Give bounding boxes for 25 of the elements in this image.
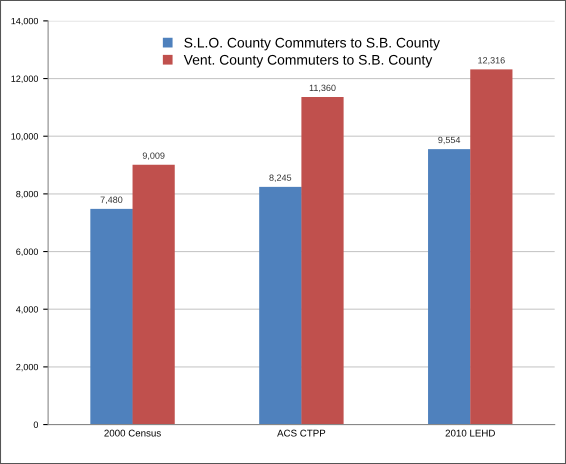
text: 8,245 xyxy=(269,174,292,182)
bar xyxy=(259,186,302,425)
x-tick-label: 2000 Census xyxy=(104,430,161,437)
y-tick-label: 4,000 xyxy=(16,306,38,314)
text: 11,360 xyxy=(310,84,336,92)
y-tick-label: 8,000 xyxy=(16,190,38,198)
text: 9,554 xyxy=(438,136,460,144)
y-tick-label: 2,000 xyxy=(16,364,38,372)
text: 9,009 xyxy=(142,152,165,160)
legend-label: Vent. County Commuters to S.B. County xyxy=(184,54,432,68)
text: 7,480 xyxy=(100,196,122,204)
y-tick-label: 0 xyxy=(34,422,38,428)
bar xyxy=(470,69,512,425)
x-tick-label: 2010 LEHD xyxy=(446,430,495,437)
y-tick-label: 6,000 xyxy=(16,248,38,256)
y-tick-label: 10,000 xyxy=(11,133,38,141)
y-tick-label: 14,000 xyxy=(11,18,38,26)
bar xyxy=(90,208,133,425)
x-tick-label: ACS CTPP xyxy=(277,430,326,437)
bar xyxy=(428,149,470,425)
y-tick-label: 12,000 xyxy=(11,76,38,83)
text: 12,316 xyxy=(478,57,505,65)
bar xyxy=(301,97,344,425)
legend-label: S.L.O. County Commuters to S.B. County xyxy=(184,38,440,50)
bar xyxy=(132,164,175,425)
